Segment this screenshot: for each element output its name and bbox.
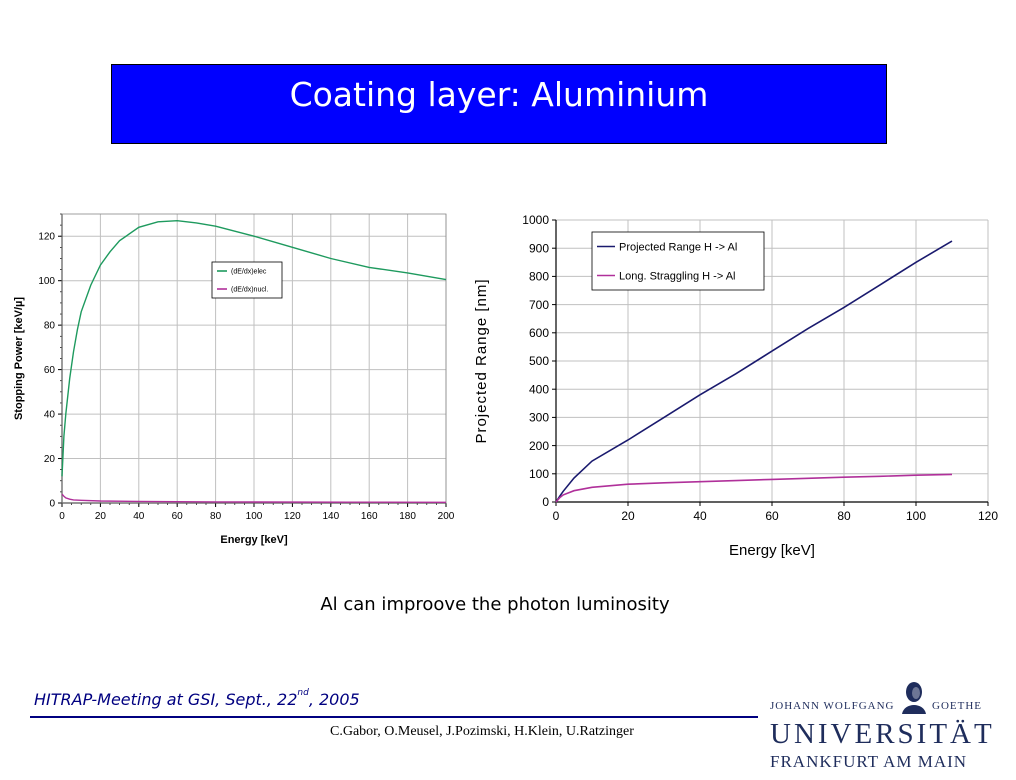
y-tick-label: 100 xyxy=(38,276,55,287)
x-tick-label: 160 xyxy=(361,511,378,522)
series-line-1 xyxy=(555,473,953,503)
y-tick-label: 300 xyxy=(529,411,549,425)
y-axis-label: Stopping Power [keV/µ] xyxy=(13,297,25,420)
x-tick-label: 40 xyxy=(693,509,707,523)
projected-range-chart: 0 20 40 60 80 100 120 0 100 200 300 400 500 600 700 800… xyxy=(473,213,998,559)
x-tick-label: 40 xyxy=(133,511,145,522)
x-tick-label: 20 xyxy=(95,511,107,522)
y-tick-label: 700 xyxy=(529,298,549,312)
x-tick-label: 60 xyxy=(172,511,184,522)
legend-label-1: (dE/dx)nucl. xyxy=(231,286,268,293)
slide-title: Coating layer: Aluminium xyxy=(289,75,709,114)
y-tick-label: 0 xyxy=(49,499,55,510)
stopping-power-chart: 0 20 40 60 80 100 120 140 160 180 200 0 20 40 60 80 100 1… xyxy=(13,213,455,546)
x-axis-label: Energy [keV] xyxy=(220,534,288,546)
slide-caption: Al can improove the photon luminosity xyxy=(320,594,670,615)
meeting-superscript: nd xyxy=(297,688,309,698)
series-line-1 xyxy=(61,493,447,503)
x-tick-label: 0 xyxy=(59,511,65,522)
legend-label-0: Projected Range H -> Al xyxy=(619,241,737,253)
y-tick-label: 600 xyxy=(529,326,549,340)
y-tick-label: 200 xyxy=(529,439,549,453)
legend-box xyxy=(211,261,283,299)
y-tick-label: 40 xyxy=(44,410,56,421)
x-tick-label: 60 xyxy=(765,509,779,523)
y-tick-label: 900 xyxy=(529,241,549,255)
footer-divider xyxy=(30,716,758,718)
x-tick-label: 200 xyxy=(438,511,455,522)
meeting-footer: HITRAP-Meeting at GSI, Sept., 22nd, 2005 xyxy=(34,688,360,709)
y-tick-label: 500 xyxy=(529,354,549,368)
x-tick-label: 100 xyxy=(246,511,263,522)
y-tick-label: 80 xyxy=(44,321,56,332)
legend-box xyxy=(591,231,765,291)
x-tick-label: 0 xyxy=(553,509,560,523)
x-tick-label: 120 xyxy=(978,509,998,523)
x-tick-label: 80 xyxy=(210,511,222,522)
x-tick-label: 140 xyxy=(322,511,339,522)
legend-label-1: Long. Straggling H -> Al xyxy=(619,270,736,282)
goethe-portrait-icon xyxy=(902,682,926,714)
x-tick-label: 80 xyxy=(837,509,851,523)
x-tick-label: 180 xyxy=(399,511,416,522)
y-tick-label: 120 xyxy=(38,232,55,243)
meeting-text: HITRAP-Meeting at GSI, Sept., 22 xyxy=(34,690,298,709)
y-tick-label: 60 xyxy=(44,365,56,376)
authors-line: C.Gabor, O.Meusel, J.Pozimski, H.Klein, … xyxy=(330,724,634,739)
meeting-year: , 2005 xyxy=(308,690,360,709)
title-banner: Coating layer: Aluminium xyxy=(111,64,887,144)
y-tick-label: 800 xyxy=(529,270,549,284)
logo-line1b: GOETHE xyxy=(932,700,982,712)
logo-line3: FRANKFURT AM MAIN xyxy=(770,752,968,771)
y-tick-label: 100 xyxy=(529,467,549,481)
series-line-0 xyxy=(61,219,447,477)
x-axis-label: Energy [keV] xyxy=(729,542,815,559)
y-tick-label: 400 xyxy=(529,382,549,396)
legend-label-0: (dE/dx)elec xyxy=(231,268,267,275)
x-tick-label: 20 xyxy=(621,509,635,523)
series-line-0 xyxy=(555,240,953,503)
university-logo: JOHANN WOLFGANG GOETHE UNIVERSITÄT FRANK… xyxy=(764,676,1004,772)
y-tick-label: 1000 xyxy=(522,213,549,227)
x-tick-label: 120 xyxy=(284,511,301,522)
x-tick-label: 100 xyxy=(906,509,926,523)
y-tick-label: 20 xyxy=(44,454,56,465)
y-tick-label: 0 xyxy=(542,495,549,509)
logo-line1a: JOHANN WOLFGANG xyxy=(770,700,895,712)
y-axis-label: Projected Range [nm] xyxy=(473,278,490,443)
plot-frame xyxy=(61,213,447,504)
logo-line2: UNIVERSITÄT xyxy=(770,718,995,750)
